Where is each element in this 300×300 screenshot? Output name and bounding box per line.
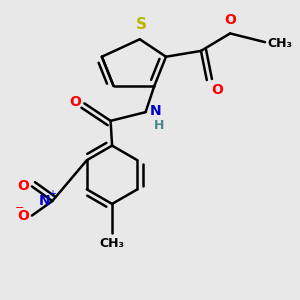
Text: O: O — [224, 13, 236, 27]
Text: O: O — [18, 179, 30, 194]
Text: N: N — [150, 104, 162, 118]
Text: +: + — [48, 189, 56, 199]
Text: −: − — [15, 203, 24, 213]
Text: N: N — [39, 194, 51, 208]
Text: O: O — [18, 208, 30, 223]
Text: CH₃: CH₃ — [100, 237, 124, 250]
Text: O: O — [211, 83, 223, 97]
Text: CH₃: CH₃ — [267, 37, 292, 50]
Text: S: S — [136, 17, 147, 32]
Text: O: O — [70, 95, 82, 109]
Text: H: H — [154, 118, 165, 131]
